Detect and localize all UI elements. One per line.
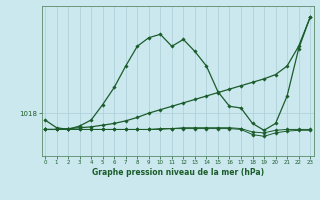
X-axis label: Graphe pression niveau de la mer (hPa): Graphe pression niveau de la mer (hPa) <box>92 168 264 177</box>
